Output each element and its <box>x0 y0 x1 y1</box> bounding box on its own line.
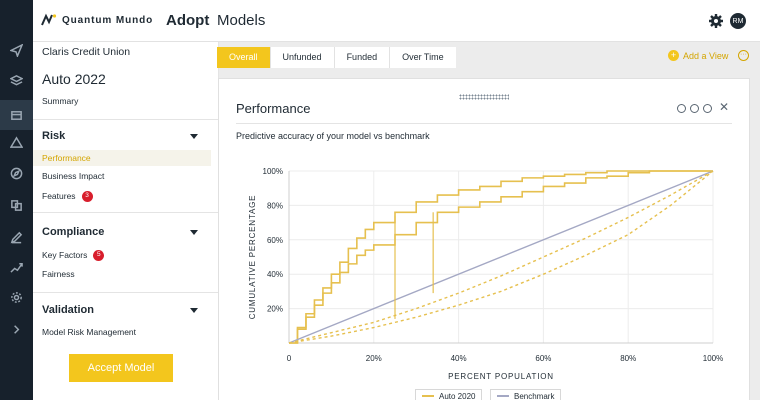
series-line-5 <box>288 170 714 344</box>
series-line-1 <box>289 170 713 344</box>
series-line-2 <box>289 170 713 344</box>
divider <box>33 292 219 293</box>
app-name: Adopt <box>166 12 210 29</box>
top-header: Quantum Mundo Adopt Models RM <box>33 0 760 42</box>
legend-item-auto-2020[interactable]: Auto 2020 <box>415 389 483 400</box>
sidebar-item-performance[interactable]: Performance <box>33 150 211 166</box>
x-tick-label: 60% <box>535 354 551 363</box>
page-title: Models <box>217 12 266 29</box>
sidebar-item-label: Performance <box>42 153 91 163</box>
org-name: Claris Credit Union <box>42 46 131 58</box>
expand-icon[interactable] <box>0 314 33 344</box>
pen-icon[interactable] <box>0 222 33 252</box>
add-view-label: Add a View <box>683 50 729 61</box>
tab-unfunded[interactable]: Unfunded <box>271 47 335 68</box>
chevron-down-icon[interactable] <box>190 230 198 235</box>
avatar[interactable]: RM <box>730 13 746 29</box>
count-badge: 3 <box>81 190 93 202</box>
add-view-button[interactable]: + Add a View <box>668 50 728 61</box>
sidebar-item-key-factors[interactable]: Key Factors 5 <box>33 247 211 263</box>
sidebar-item-label: Key Factors <box>42 250 88 260</box>
performance-chart: 0 20% 40% 60% 80% 100% 20% 40% 60% 80% 100% PERCENT… <box>248 167 723 381</box>
chevron-down-icon[interactable] <box>190 134 198 139</box>
accept-model-button[interactable]: Accept Model <box>69 354 173 382</box>
logo[interactable]: Quantum Mundo <box>41 13 153 27</box>
sidebar-item-business-impact[interactable]: Business Impact <box>33 168 211 184</box>
x-tick-label: 0 <box>287 354 292 363</box>
divider <box>33 212 219 213</box>
close-icon[interactable]: ✕ <box>719 100 730 114</box>
tab-overall[interactable]: Overall <box>217 47 271 68</box>
y-tick-label: 100% <box>263 167 283 176</box>
sidebar-item-label: Features <box>42 191 76 201</box>
logo-icon <box>41 13 57 26</box>
section-risk[interactable]: Risk <box>42 130 66 142</box>
card-title: Performance <box>236 101 311 116</box>
section-compliance[interactable]: Compliance <box>42 226 105 238</box>
settings-icon[interactable] <box>0 282 33 312</box>
x-tick-label: 20% <box>366 354 382 363</box>
y-tick-label: 60% <box>267 236 283 245</box>
x-tick-label: 80% <box>620 354 636 363</box>
more-options-icon[interactable]: ··· <box>738 50 749 61</box>
trend-icon[interactable] <box>0 252 33 282</box>
series-line-4 <box>288 170 714 344</box>
section-validation[interactable]: Validation <box>42 304 94 316</box>
y-tick-label: 80% <box>267 201 283 210</box>
count-badge: 5 <box>93 249 105 261</box>
x-axis-label: PERCENT POPULATION <box>448 372 554 381</box>
icon-rail <box>0 0 33 400</box>
x-tick-label: 40% <box>451 354 467 363</box>
legend-item-benchmark[interactable]: Benchmark <box>490 389 562 400</box>
summary-link[interactable]: Summary <box>42 96 79 106</box>
series-line-3 <box>288 170 714 344</box>
divider <box>33 119 219 120</box>
legend-label: Auto 2020 <box>439 391 476 400</box>
chevron-down-icon[interactable] <box>190 308 198 313</box>
sidebar-item-features[interactable]: Features 3 <box>33 188 211 204</box>
download-icon[interactable] <box>690 104 699 113</box>
y-axis-label: CUMULATIVE PERCENTAGE <box>248 195 257 320</box>
view-tabs: Overall Unfunded Funded Over Time <box>217 47 456 68</box>
triangle-icon[interactable] <box>0 127 33 157</box>
sidebar-item-label: Fairness <box>42 269 75 279</box>
card-description: Predictive accuracy of your model vs ben… <box>236 131 430 141</box>
info-icon[interactable] <box>677 104 686 113</box>
layers-icon[interactable] <box>0 65 33 95</box>
documents-icon[interactable] <box>0 190 33 220</box>
sidebar-item-label: Model Risk Management <box>42 327 137 337</box>
legend-label: Benchmark <box>514 391 555 400</box>
tab-funded[interactable]: Funded <box>335 47 391 68</box>
y-tick-label: 20% <box>267 305 283 314</box>
sidebar-item-fairness[interactable]: Fairness <box>33 266 211 282</box>
x-tick-label: 100% <box>703 354 723 363</box>
legend-swatch <box>422 395 434 397</box>
models-icon[interactable] <box>0 100 33 130</box>
model-title: Auto 2022 <box>42 71 106 87</box>
gear-icon[interactable] <box>708 13 724 29</box>
model-sidebar: Claris Credit Union Auto 2022 Summary Ri… <box>33 42 219 400</box>
performance-card: Performance ✕ Predictive accuracy of you… <box>218 78 750 400</box>
legend-swatch <box>497 395 509 397</box>
y-tick-label: 40% <box>267 270 283 279</box>
logo-text: Quantum Mundo <box>62 14 154 26</box>
divider <box>236 123 732 124</box>
tab-over-time[interactable]: Over Time <box>402 52 444 62</box>
sidebar-item-model-risk-management[interactable]: Model Risk Management <box>33 324 211 340</box>
drag-handle-icon[interactable] <box>459 94 509 100</box>
sidebar-item-label: Business Impact <box>42 171 105 181</box>
compass-icon[interactable] <box>0 158 33 188</box>
send-icon[interactable] <box>0 35 33 65</box>
more-icon[interactable] <box>703 104 712 113</box>
plus-icon: + <box>668 50 679 61</box>
